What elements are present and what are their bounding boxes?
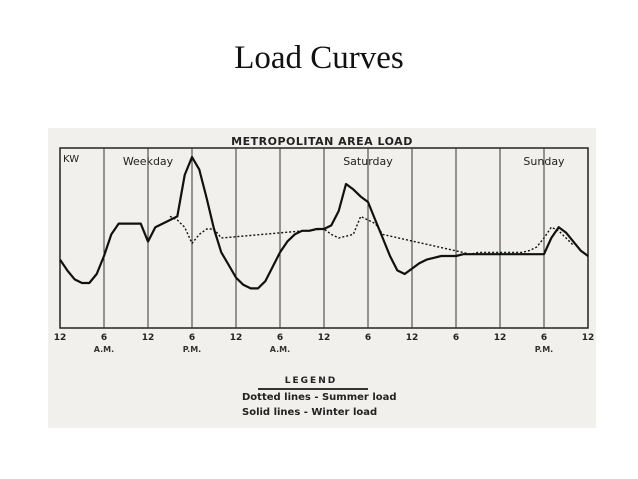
y-axis-label: KW xyxy=(63,154,79,165)
x-tick-label: 6 xyxy=(101,333,107,343)
x-tick-label: 6 xyxy=(453,333,459,343)
x-sub-label: A.M. xyxy=(270,345,290,354)
legend-title: LEGEND xyxy=(284,376,338,386)
day-label: Saturday xyxy=(343,155,393,168)
legend-entry-winter: Solid lines - Winter load xyxy=(242,407,378,418)
x-sub-label: A.M. xyxy=(94,345,114,354)
legend-entry-summer: Dotted lines - Summer load xyxy=(242,392,397,403)
load-curve-chart: METROPOLITAN AREA LOAD KW Weekday Saturday S… xyxy=(54,135,595,354)
chart-title: METROPOLITAN AREA LOAD xyxy=(231,135,413,148)
x-tick-label: 6 xyxy=(189,333,195,343)
winter-load-line xyxy=(59,155,589,290)
legend-underline xyxy=(258,388,368,390)
slide-title: Load Curves xyxy=(234,40,404,76)
x-tick-label: 12 xyxy=(318,333,331,343)
x-tick-label: 12 xyxy=(230,333,243,343)
summer-load-line xyxy=(169,215,574,255)
x-sub-label: P.M. xyxy=(183,345,201,354)
x-tick-label: 6 xyxy=(541,333,547,343)
x-sub-label: P.M. xyxy=(535,345,553,354)
day-label: Sunday xyxy=(523,155,565,168)
x-tick-label: 12 xyxy=(494,333,507,343)
x-tick-label: 6 xyxy=(277,333,283,343)
x-tick-label: 12 xyxy=(406,333,419,343)
x-tick-label: 12 xyxy=(142,333,155,343)
x-tick-label: 6 xyxy=(365,333,371,343)
x-tick-label: 12 xyxy=(582,333,595,343)
x-tick-label: 12 xyxy=(54,333,67,343)
scanned-figure: METROPOLITAN AREA LOAD KW Weekday Saturday S… xyxy=(48,128,596,428)
day-label: Weekday xyxy=(123,155,174,168)
